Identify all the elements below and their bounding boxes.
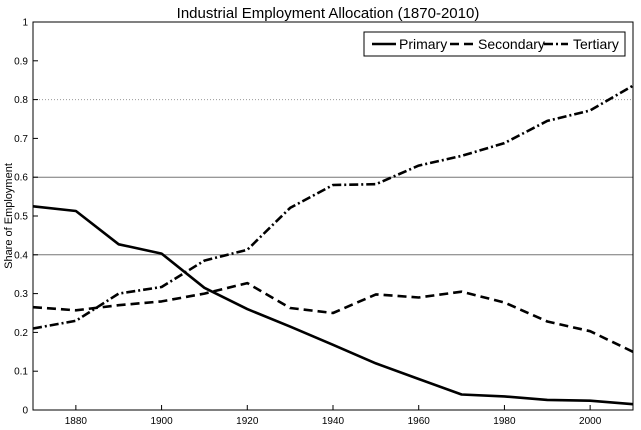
x-tick-label: 2000 — [579, 416, 602, 427]
y-axis-title: Share of Employment — [3, 163, 15, 269]
y-tick-label: 0.4 — [14, 250, 28, 261]
x-axis: 1880 1900 1920 1940 1960 1980 2000 — [65, 405, 602, 427]
series-layer — [32, 84, 634, 406]
x-tick-label: 1880 — [65, 416, 88, 427]
plot-area-frame — [32, 21, 634, 411]
x-tick-label: 1920 — [236, 416, 259, 427]
legend: Primary Secondary Tertiary — [363, 31, 626, 57]
y-axis: 0 0.1 0.2 0.3 0.4 0.5 0.6 0.7 0.8 0.9 1 — [14, 18, 38, 417]
y-tick-label: 0.3 — [14, 289, 28, 300]
y-tick-label: 1 — [22, 18, 28, 29]
series-line-secondary — [32, 281, 634, 353]
series-line-primary — [32, 205, 634, 406]
series-line-tertiary — [32, 84, 634, 330]
y-tick-label: 0.1 — [14, 367, 28, 378]
y-tick-label: 0 — [22, 406, 28, 417]
y-tick-label: 0.5 — [14, 212, 28, 223]
legend-label-tertiary: Tertiary — [573, 36, 619, 52]
x-tick-label: 1960 — [408, 416, 431, 427]
y-tick-label: 0.7 — [14, 134, 28, 145]
legend-label-primary: Primary — [399, 36, 447, 52]
legend-label-secondary: Secondary — [478, 36, 545, 52]
x-tick-label: 1980 — [493, 416, 516, 427]
reference-lines — [33, 99, 633, 256]
chart-title: Industrial Employment Allocation (1870-2… — [177, 5, 480, 22]
y-tick-label: 0.8 — [14, 95, 28, 106]
x-tick-label: 1900 — [150, 416, 173, 427]
y-tick-label: 0.9 — [14, 56, 28, 67]
legend-box — [363, 31, 626, 57]
y-tick-label: 0.6 — [14, 173, 28, 184]
x-tick-label: 1940 — [322, 416, 345, 427]
y-tick-label: 0.2 — [14, 328, 28, 339]
